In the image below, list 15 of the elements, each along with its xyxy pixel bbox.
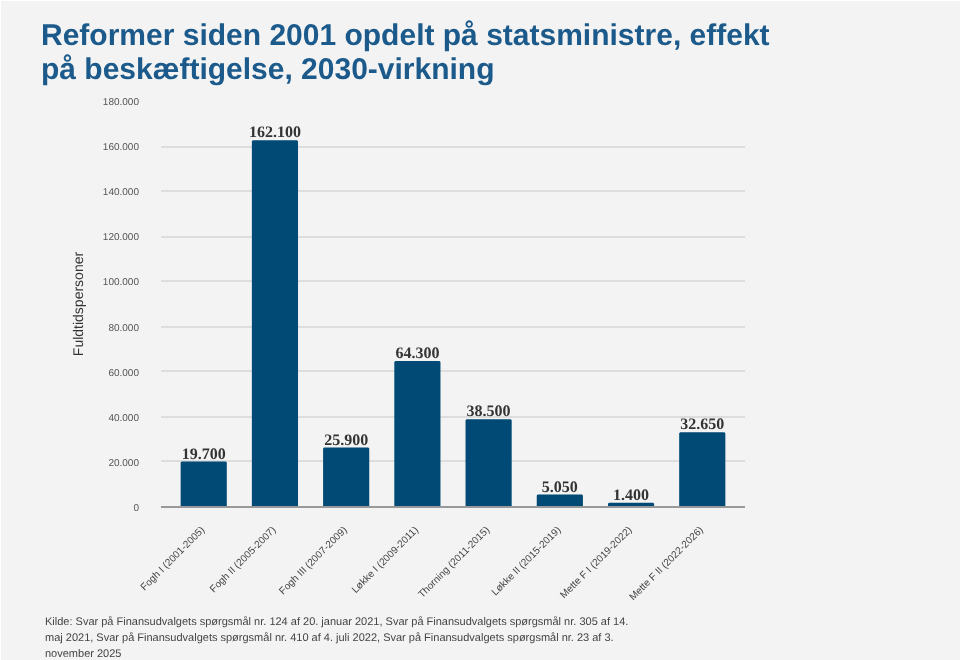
- chart-title: Reformer siden 2001 opdelt på statsministre, effekt på beskæftigelse, 2030-virkning: [41, 19, 770, 87]
- data-label: 162.100: [248, 123, 301, 142]
- data-label: 1.400: [613, 485, 650, 504]
- data-label: 38.500: [466, 402, 511, 421]
- data-label: 64.300: [395, 343, 440, 362]
- data-label: 5.050: [541, 477, 578, 496]
- bar: [394, 360, 441, 507]
- bar: [679, 432, 726, 507]
- data-label: 25.900: [324, 430, 369, 449]
- bar: [180, 461, 227, 507]
- data-label: 32.650: [680, 415, 725, 434]
- bar: [465, 419, 512, 507]
- bar: [323, 447, 370, 507]
- data-label: 19.700: [181, 444, 226, 463]
- bar: [251, 140, 299, 507]
